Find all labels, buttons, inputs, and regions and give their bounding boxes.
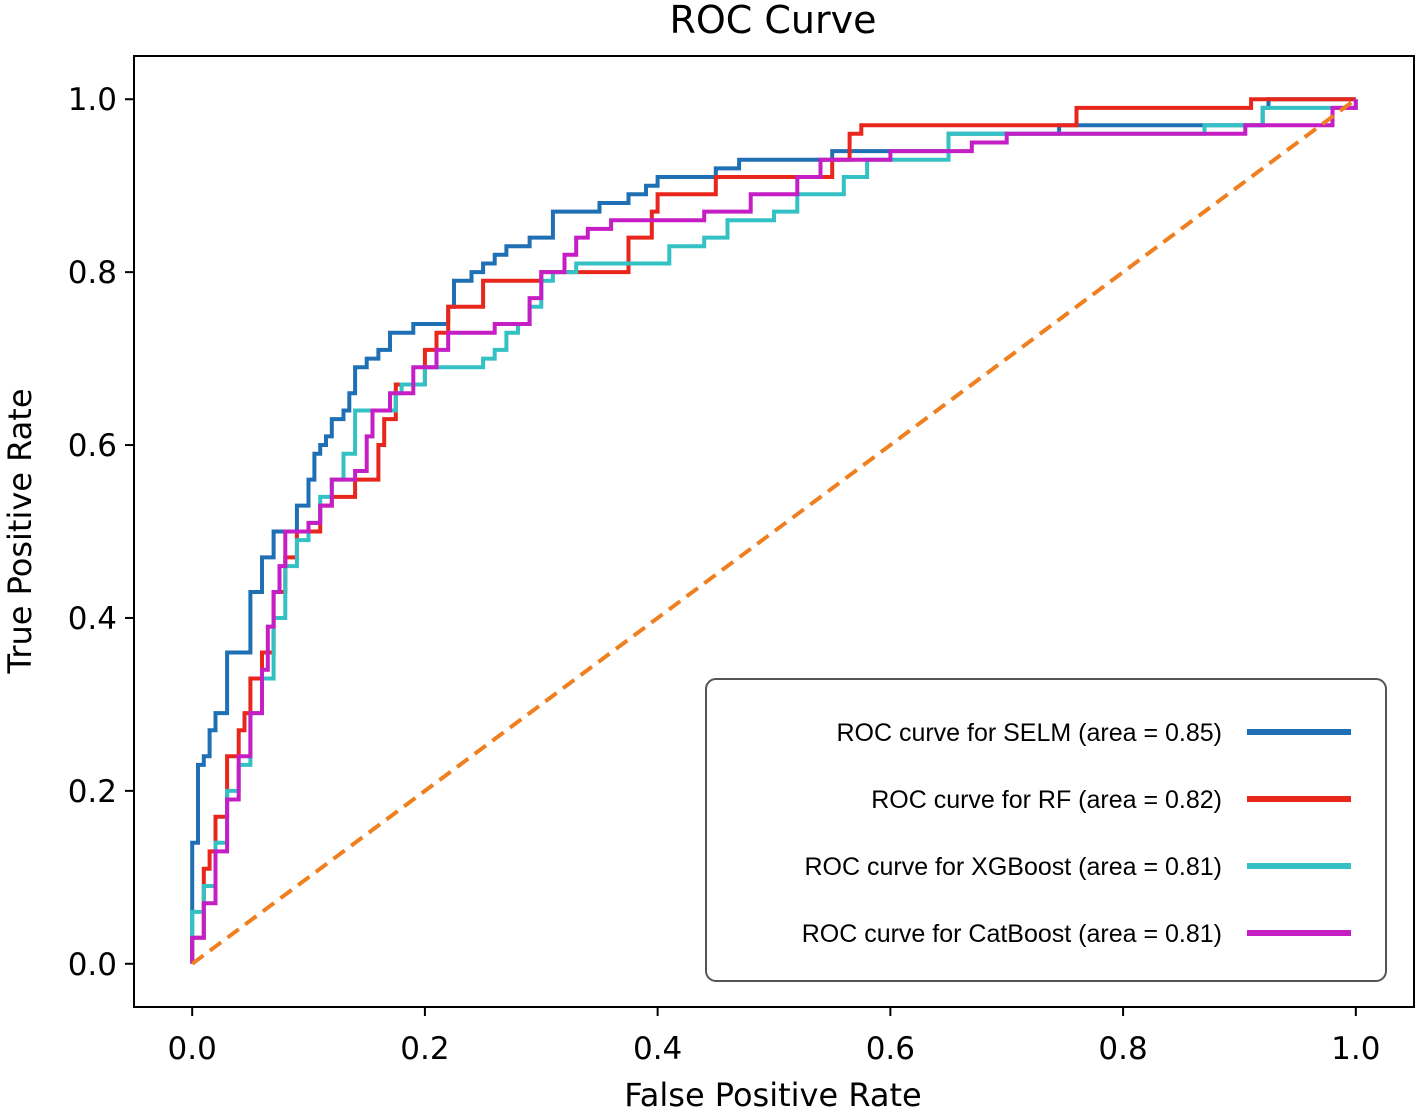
plot-series (190, 97, 1358, 966)
y-tick-label: 0.6 (68, 428, 117, 464)
legend-label: ROC curve for XGBoost (area = 0.81) (804, 853, 1222, 881)
x-tick-label: 0.8 (1098, 1031, 1147, 1067)
y-axis-label: True Positive Rate (1, 388, 39, 674)
legend-label: ROC curve for RF (area = 0.82) (871, 786, 1222, 814)
legend-label: ROC curve for SELM (area = 0.85) (836, 719, 1222, 747)
legend-box (705, 678, 1387, 982)
y-tick-label: 0.0 (68, 947, 117, 983)
y-tick-label: 0.2 (68, 774, 117, 810)
x-tick-label: 0.6 (866, 1031, 915, 1067)
chart-title: ROC Curve (669, 0, 876, 42)
y-axis: 0.0 0.2 0.4 0.6 0.8 1.0 (68, 82, 134, 983)
x-tick-label: 1.0 (1331, 1031, 1380, 1067)
x-tick-label: 0.2 (400, 1031, 449, 1067)
x-axis: 0.0 0.2 0.4 0.6 0.8 1.0 (168, 1007, 1380, 1067)
x-tick-label: 0.4 (633, 1031, 682, 1067)
roc-series-line (190, 99, 1358, 964)
y-tick-label: 0.8 (68, 255, 117, 291)
plot-area-frame (133, 55, 1415, 1008)
legend-label: ROC curve for CatBoost (area = 0.81) (802, 920, 1222, 948)
legend: ROC curve for SELM (area = 0.85) ROC curv… (705, 678, 1387, 982)
x-axis-label: False Positive Rate (624, 1076, 921, 1113)
x-tick-label: 0.0 (168, 1031, 217, 1067)
y-tick-label: 0.4 (68, 601, 117, 637)
y-tick-label: 1.0 (68, 82, 117, 118)
roc-series-line (190, 97, 1356, 964)
